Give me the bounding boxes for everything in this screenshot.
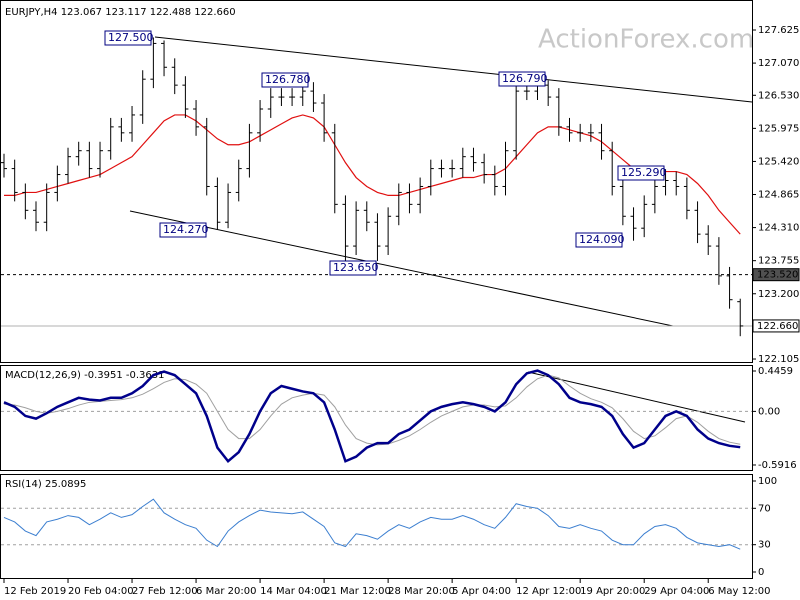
annotation-box	[104, 30, 152, 46]
y-tick-label: 0	[758, 567, 764, 578]
y-tick-label: 122.105	[758, 354, 799, 365]
x-tick-label: 28 Mar 20:00	[388, 586, 455, 597]
y-tick-label: 127.070	[758, 58, 799, 69]
macd-trend-line	[527, 371, 746, 423]
y-tick-label: 30	[758, 540, 771, 551]
price-level-box	[752, 268, 800, 282]
y-tick-label: 126.530	[758, 90, 799, 101]
x-tick-label: 19 Apr 20:00	[580, 586, 645, 597]
y-tick-label: 127.625	[758, 25, 799, 36]
main-panel-frame	[0, 0, 753, 363]
x-tick-label: 27 Feb 12:00	[132, 586, 198, 597]
price-level-label: 122.660	[757, 321, 798, 332]
x-tick-label: 21 Mar 12:00	[324, 586, 391, 597]
price-level-box	[752, 319, 800, 333]
macd-line	[3, 369, 741, 464]
y-tick-label: 124.310	[758, 223, 799, 234]
annotation-box	[261, 72, 309, 88]
annotation-label: 124.270	[163, 223, 209, 236]
x-tick-label: 6 Mar 20:00	[196, 586, 256, 597]
y-tick-label: 125.420	[758, 156, 799, 167]
y-tick-label: 123.200	[758, 289, 799, 300]
y-tick-label: 0.4459	[758, 366, 793, 377]
x-tick-label: 5 Apr 04:00	[452, 586, 511, 597]
x-tick-label: 20 Feb 04:00	[68, 586, 134, 597]
x-tick-label: 6 May 12:00	[708, 586, 770, 597]
signal-line	[3, 374, 741, 446]
annotation-box	[329, 260, 377, 276]
rsi-panel-frame	[0, 474, 753, 579]
annotation-box	[617, 165, 665, 181]
y-tick-label: 0.00	[758, 406, 780, 417]
rsi-title: RSI(14) 25.0895	[5, 479, 86, 490]
annotation-label: 126.780	[265, 73, 311, 86]
y-tick-label: 125.975	[758, 123, 799, 134]
annotation-box	[159, 222, 207, 238]
annotation-box	[498, 71, 546, 87]
annotation-label: 127.500	[108, 31, 154, 44]
y-tick-label: 123.755	[758, 256, 799, 267]
annotation-label: 123.650	[333, 261, 379, 274]
x-tick-label: 12 Feb 2019	[4, 586, 66, 597]
x-tick-label: 12 Apr 12:00	[516, 586, 581, 597]
y-tick-label: 70	[758, 503, 771, 514]
upper-trend-line	[154, 36, 753, 103]
macd-panel-frame	[0, 365, 753, 471]
annotation-label: 125.290	[621, 166, 667, 179]
annotation-box	[575, 232, 623, 248]
y-tick-label: 124.865	[758, 190, 799, 201]
price-level-label: 123.520	[757, 270, 798, 281]
moving-average	[4, 114, 741, 235]
lower-trend-line	[129, 210, 674, 327]
watermark: ActionForex.com	[538, 25, 754, 55]
macd-title: MACD(12,26,9) -0.3951 -0.3631	[5, 370, 165, 381]
x-tick-label: 14 Mar 04:00	[260, 586, 327, 597]
y-tick-label: 100	[758, 476, 777, 487]
y-tick-label: -0.5916	[758, 460, 797, 471]
rsi-line	[3, 498, 741, 550]
annotation-label: 124.090	[579, 233, 625, 246]
annotation-label: 126.790	[502, 72, 548, 85]
x-tick-label: 29 Apr 04:00	[644, 586, 709, 597]
main-title: EURJPY,H4 123.067 123.117 122.488 122.66…	[5, 7, 236, 18]
